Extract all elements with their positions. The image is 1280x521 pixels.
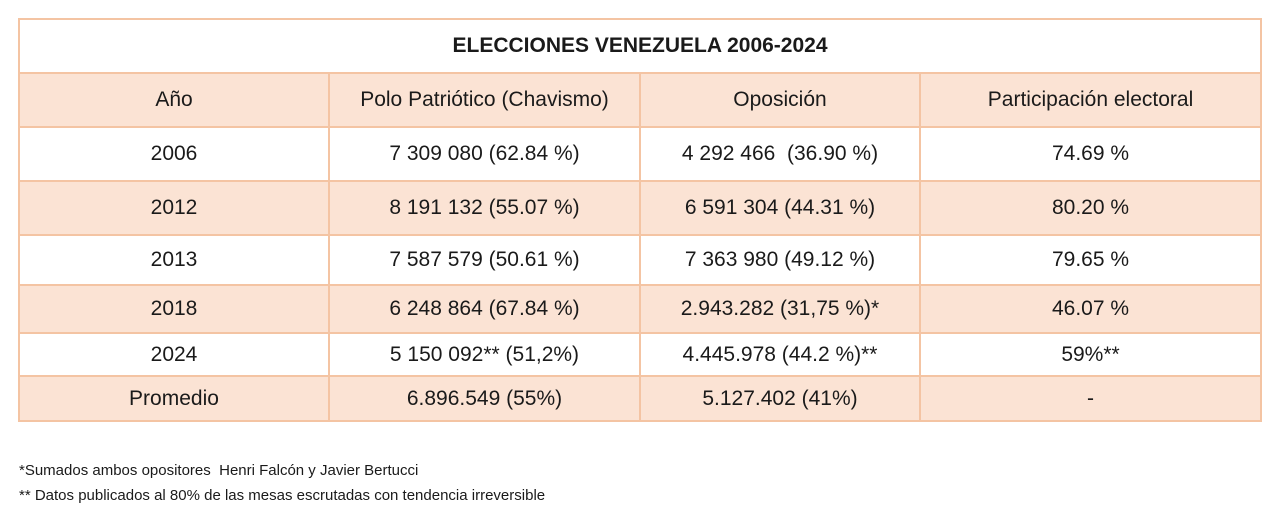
cell-participacion: 59%** [918, 332, 1263, 377]
cell-participacion: 74.69 % [918, 126, 1263, 182]
cell-oposicion: 6 591 304 (44.31 %) [639, 180, 921, 236]
table-title: ELECCIONES VENEZUELA 2006-2024 [17, 18, 1263, 74]
cell-oposicion: 5.127.402 (41%) [639, 375, 921, 422]
table-row: 2013 7 587 579 (50.61 %) 7 363 980 (49.1… [18, 234, 1263, 286]
table-row: 2012 8 191 132 (55.07 %) 6 591 304 (44.3… [18, 180, 1263, 236]
cell-oposicion: 2.943.282 (31,75 %)* [639, 284, 921, 334]
cell-polo: 8 191 132 (55.07 %) [328, 180, 641, 236]
table-row-average: Promedio 6.896.549 (55%) 5.127.402 (41%)… [18, 375, 1263, 422]
cell-oposicion: 4.445.978 (44.2 %)** [639, 332, 921, 377]
cell-polo: 5 150 092** (51,2%) [328, 332, 641, 377]
elections-table: ELECCIONES VENEZUELA 2006-2024 Año Polo … [17, 18, 1263, 422]
footnote-2024-data: ** Datos publicados al 80% de las mesas … [19, 487, 546, 504]
cell-oposicion: 7 363 980 (49.12 %) [639, 234, 921, 286]
header-polo-patriotico: Polo Patriótico (Chavismo) [328, 72, 641, 128]
elections-table-container: ELECCIONES VENEZUELA 2006-2024 Año Polo … [17, 18, 1263, 422]
header-year: Año [18, 72, 330, 128]
footnote-opposition: *Sumados ambos opositores Henri Falcón y… [19, 462, 419, 479]
cell-polo: 6.896.549 (55%) [328, 375, 641, 422]
cell-participacion: - [918, 375, 1263, 422]
cell-year: 2018 [18, 284, 330, 334]
cell-year: 2006 [18, 126, 330, 182]
cell-polo: 7 309 080 (62.84 %) [328, 126, 641, 182]
cell-participacion: 79.65 % [918, 234, 1263, 286]
table-row: 2006 7 309 080 (62.84 %) 4 292 466 (36.9… [18, 126, 1263, 182]
cell-participacion: 80.20 % [918, 180, 1263, 236]
footnotes: *Sumados ambos opositores Henri Falcón y… [19, 458, 545, 508]
table-row: 2018 6 248 864 (67.84 %) 2.943.282 (31,7… [18, 284, 1263, 334]
cell-year: 2012 [18, 180, 330, 236]
cell-year: 2024 [18, 332, 330, 377]
cell-year: Promedio [18, 375, 330, 422]
cell-polo: 7 587 579 (50.61 %) [328, 234, 641, 286]
cell-year: 2013 [18, 234, 330, 286]
header-participacion: Participación electoral [918, 72, 1263, 128]
title-row: ELECCIONES VENEZUELA 2006-2024 [17, 18, 1263, 74]
cell-participacion: 46.07 % [918, 284, 1263, 334]
header-oposicion: Oposición [639, 72, 921, 128]
cell-oposicion: 4 292 466 (36.90 %) [639, 126, 921, 182]
table-row: 2024 5 150 092** (51,2%) 4.445.978 (44.2… [18, 332, 1263, 377]
header-row: Año Polo Patriótico (Chavismo) Oposición… [18, 72, 1263, 128]
cell-polo: 6 248 864 (67.84 %) [328, 284, 641, 334]
